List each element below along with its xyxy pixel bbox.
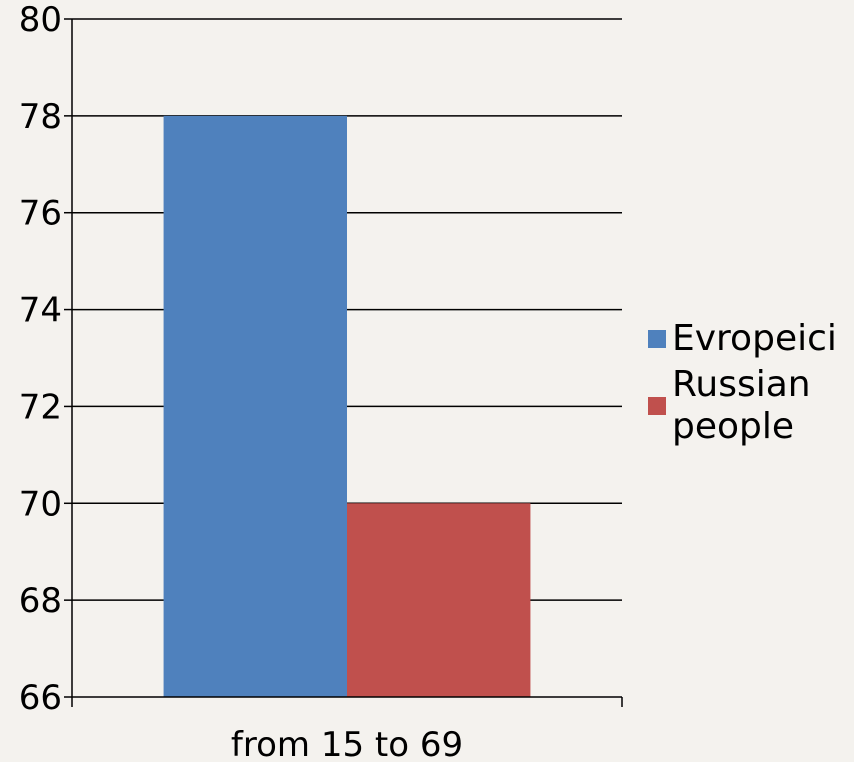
legend-label-0: Evropeici: [672, 318, 837, 359]
bar-0-0: [163, 115, 347, 698]
legend-item-1: Russian people: [648, 364, 854, 448]
y-tick-label-5: 76: [19, 194, 62, 234]
x-axis-labels: from 15 to 69: [71, 697, 623, 762]
y-axis-ticks: 66 68 70 72 74 76 78 80: [19, 0, 72, 718]
legend-label-1: Russian people: [672, 364, 811, 447]
legend-swatch-1: [648, 397, 666, 415]
legend-swatch-0: [648, 330, 666, 348]
y-tick-label-1: 68: [19, 581, 62, 621]
x-category-label-0: from 15 to 69: [231, 725, 463, 762]
y-tick-label-0: 66: [19, 678, 62, 718]
y-tick-label-3: 72: [19, 387, 62, 427]
bars: [163, 115, 531, 698]
legend: Evropeici Russian people: [648, 318, 854, 452]
bar-1-0: [347, 503, 531, 697]
y-tick-label-4: 74: [19, 291, 62, 331]
legend-item-0: Evropeici: [648, 318, 854, 360]
y-tick-label-7: 80: [19, 0, 62, 40]
y-tick-label-6: 78: [19, 97, 62, 137]
y-tick-label-2: 70: [19, 484, 62, 524]
